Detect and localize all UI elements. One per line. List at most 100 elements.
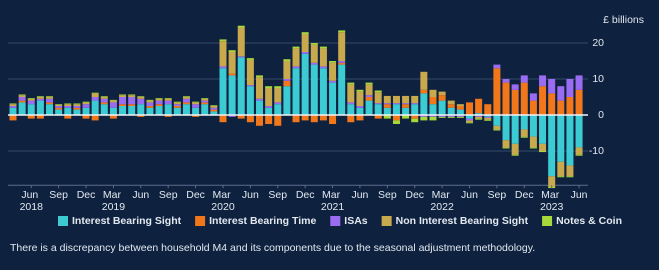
bar-segment — [466, 102, 473, 115]
bar-segment — [557, 176, 565, 178]
bar-segment — [511, 89, 519, 115]
bar-segment — [456, 116, 464, 118]
bar-segment — [46, 104, 54, 115]
bar-segment — [55, 106, 63, 108]
bar-segment — [438, 91, 446, 96]
bar-segment — [529, 100, 537, 115]
bar-segment — [210, 111, 218, 115]
bar-segment — [228, 115, 236, 117]
bar-segment — [192, 107, 200, 115]
bar-segment — [155, 100, 163, 105]
bar-segment — [529, 136, 537, 148]
bar-segment — [100, 97, 108, 99]
x-tick-label-line: 2019 — [102, 201, 126, 213]
bar-segment — [182, 97, 190, 99]
bar-segment — [146, 102, 154, 106]
bar-segment — [520, 136, 528, 138]
bar-segment — [475, 113, 483, 115]
bar-segment — [347, 84, 355, 103]
bar-segment — [292, 66, 300, 69]
bar-segment — [392, 120, 400, 124]
legend-swatch — [542, 216, 553, 226]
bar-segment — [493, 115, 501, 126]
bar-segment — [429, 97, 437, 105]
bar-segment — [237, 25, 245, 28]
bar-segment — [55, 109, 63, 115]
bar-segment — [36, 96, 44, 97]
bar-segment — [429, 116, 437, 121]
bar-segment — [201, 104, 209, 115]
bar-segment — [18, 102, 26, 115]
x-tick-label: Mar 2020 — [211, 189, 235, 213]
bar-segment — [100, 102, 108, 105]
bar-segment — [173, 104, 181, 106]
bar-segment — [338, 61, 346, 63]
bar-segment — [502, 115, 510, 141]
bar-segment — [219, 115, 227, 123]
bar-segment — [475, 118, 483, 120]
bar-segment — [529, 147, 537, 149]
bar-segment — [475, 98, 483, 114]
bar-segment — [575, 147, 583, 155]
bar-segment — [64, 107, 72, 115]
bar-segment — [383, 104, 391, 108]
bar-segment — [447, 104, 455, 108]
bar-segment — [319, 48, 327, 67]
x-tick-label-line: 2020 — [211, 201, 235, 213]
x-tick-label-line: Mar — [541, 189, 562, 201]
bar-segment — [274, 88, 282, 103]
bar-segment — [73, 106, 81, 108]
bar-segment — [456, 109, 464, 115]
bar-segment — [292, 68, 300, 115]
bar-segment — [237, 56, 245, 58]
legend-swatch — [58, 216, 68, 226]
bar-segment — [265, 86, 273, 88]
bar-segment — [46, 98, 54, 103]
bar-segment — [566, 176, 574, 178]
bar-segment — [411, 104, 419, 115]
bar-segment — [557, 115, 565, 162]
bar-segment — [119, 95, 127, 97]
bar-segment — [73, 104, 81, 106]
bar-segment — [9, 106, 17, 108]
bar-segment — [173, 102, 181, 105]
bar-segment — [210, 106, 218, 108]
x-tick-label-line: Jun — [21, 189, 41, 201]
bar-segment — [411, 103, 419, 105]
bar-segment — [82, 102, 90, 105]
bar-segment — [100, 104, 108, 115]
bar-segment — [301, 115, 309, 121]
bar-segment — [301, 52, 309, 54]
bar-segment — [18, 100, 26, 103]
bar-segment — [27, 98, 35, 99]
bar-segment — [228, 73, 236, 76]
bar-segment — [548, 176, 556, 187]
bar-segment — [283, 59, 291, 61]
bar-segment — [456, 115, 464, 117]
bar-segment — [356, 106, 364, 108]
bar-segment — [529, 93, 537, 101]
bar-segment — [347, 102, 355, 105]
bar-segment — [27, 115, 35, 119]
bar-segment — [438, 115, 446, 117]
x-tick-label: Mar 2023 — [540, 189, 564, 213]
bar-segment — [46, 102, 54, 105]
bar-segment — [365, 100, 373, 115]
bar-segment — [456, 104, 464, 106]
bar-segment — [91, 97, 99, 101]
x-tick-label: Jun — [571, 189, 588, 201]
bar-segment — [356, 89, 364, 92]
bar-segment — [539, 75, 547, 87]
bar-segment — [502, 79, 510, 83]
bar-segment — [283, 79, 291, 81]
bar-segment — [246, 59, 254, 86]
bar-segment — [192, 102, 200, 105]
bar-segment — [256, 98, 264, 101]
bar-segment — [329, 62, 337, 81]
bar-segment — [502, 147, 510, 149]
bar-segment — [192, 104, 200, 108]
bar-segment — [201, 98, 209, 101]
bar-segment — [319, 46, 327, 49]
bar-segment — [128, 97, 136, 105]
bar-segment — [9, 104, 17, 106]
